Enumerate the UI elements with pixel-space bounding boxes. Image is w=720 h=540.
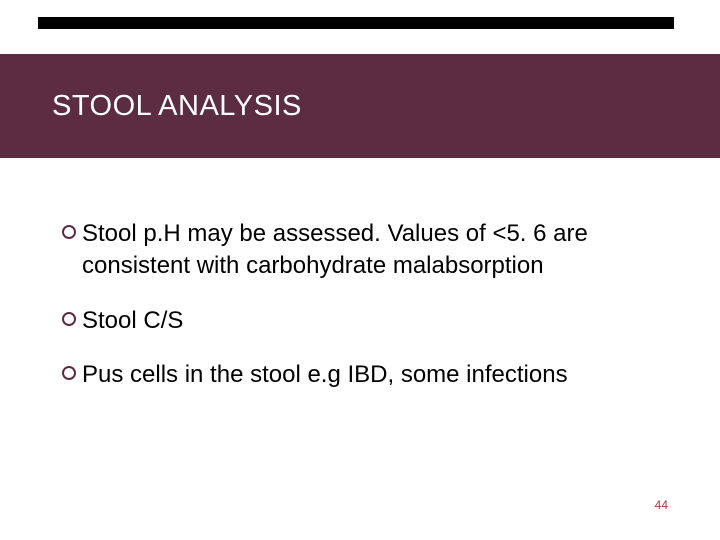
bullet-marker-icon — [62, 225, 76, 239]
content-area: Stool p.H may be assessed. Values of <5.… — [62, 218, 662, 414]
bullet-item: Stool p.H may be assessed. Values of <5.… — [62, 218, 662, 283]
bullet-item: Pus cells in the stool e.g IBD, some inf… — [62, 359, 662, 391]
top-accent-bar — [38, 17, 674, 29]
bullet-item: Stool C/S — [62, 305, 662, 337]
bullet-marker-icon — [62, 366, 76, 380]
header-band: STOOL ANALYSIS — [0, 54, 720, 158]
bullet-text: Stool C/S — [82, 305, 183, 337]
page-title: STOOL ANALYSIS — [52, 90, 302, 123]
bullet-text: Pus cells in the stool e.g IBD, some inf… — [82, 359, 568, 391]
bullet-text: Stool p.H may be assessed. Values of <5.… — [82, 218, 662, 283]
page-number: 44 — [655, 498, 668, 512]
bullet-marker-icon — [62, 312, 76, 326]
